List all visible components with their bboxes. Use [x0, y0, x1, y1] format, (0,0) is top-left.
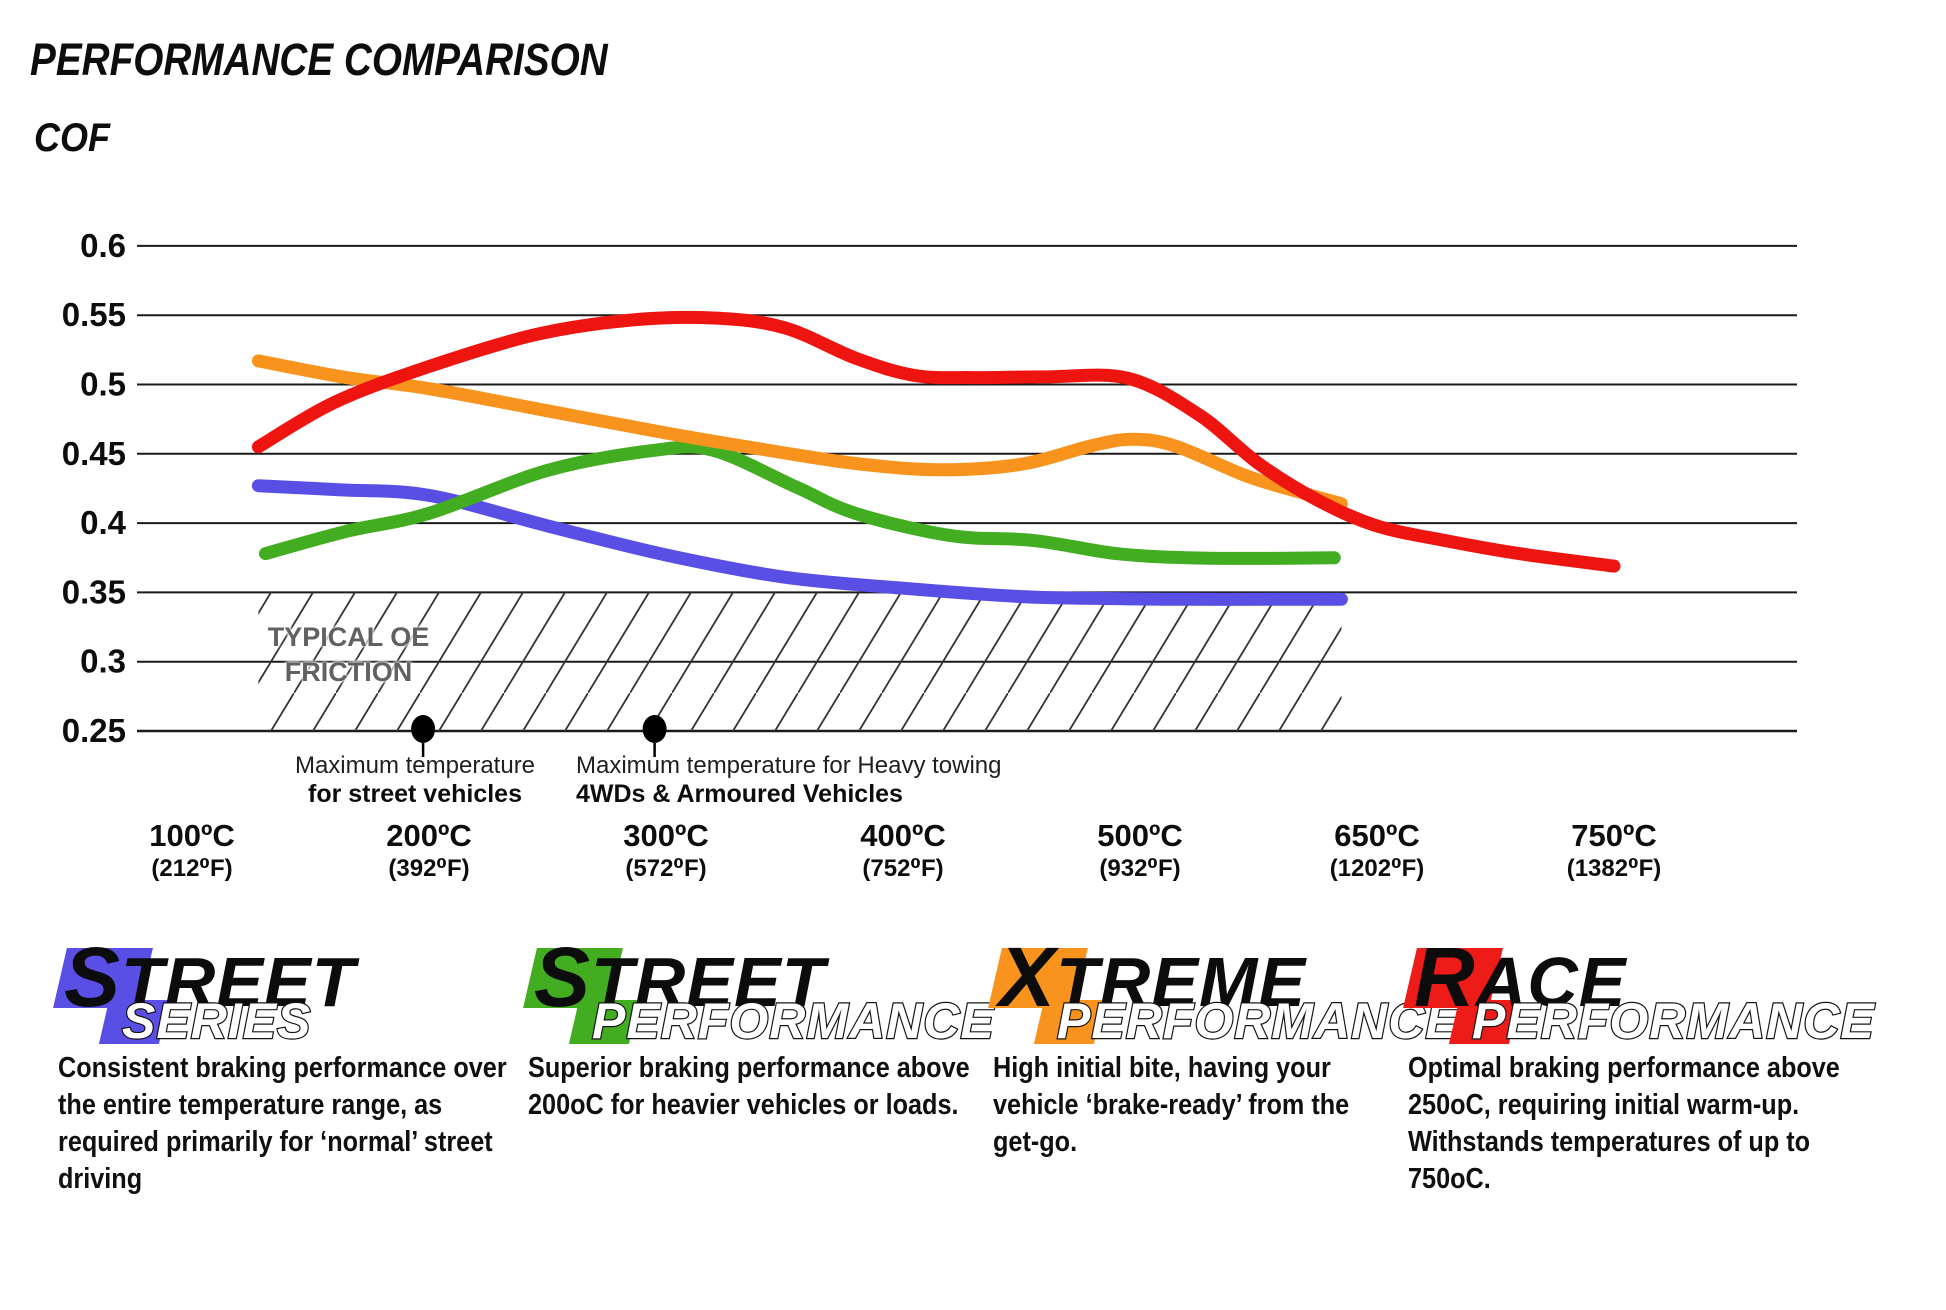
y-tick-0.3: 0.3 — [80, 643, 126, 680]
series-street-series — [251, 479, 1348, 606]
svg-text:PERFORMANCE: PERFORMANCE — [1472, 998, 1875, 1049]
xtreme-performance-wordmark: X TREME — [999, 930, 1307, 1024]
race-performance-logo: R ACE PERFORMANCE — [1403, 930, 1878, 1050]
x-tick-c-3: 400ºC — [860, 818, 945, 853]
y-tick-0.6: 0.6 — [80, 227, 126, 264]
x-tick-c-5: 650ºC — [1334, 818, 1419, 853]
street-series-subtitle: SERIES — [121, 998, 312, 1050]
annotation-towing-line2: 4WDs & Armoured Vehicles — [576, 780, 903, 808]
x-tick-c-6: 750ºC — [1571, 818, 1656, 853]
oe-friction-hatch — [258, 592, 1342, 731]
street-performance-description: Superior braking performance above 200oC… — [528, 1052, 970, 1121]
oe-friction-label-line2: FRICTION — [284, 657, 413, 687]
race-performance-description: Optimal braking performance above 250oC,… — [1408, 1052, 1840, 1195]
annotation-towing-max-temp: Maximum temperature for Heavy towing 4WD… — [576, 751, 1001, 809]
annotation-dot-2 — [642, 715, 667, 743]
street-performance-wordmark: S TREET — [534, 930, 826, 1024]
x-tick-c-0: 100ºC — [149, 818, 234, 853]
xtreme-performance-description: High initial bite, having your vehicle ‘… — [993, 1052, 1350, 1158]
annotation-street-line1: Maximum temperature — [294, 752, 536, 779]
y-tick-0.4: 0.4 — [80, 504, 127, 541]
series-street-performance — [259, 440, 1341, 565]
oe-friction-label-line1: TYPICAL OE — [267, 622, 430, 652]
race-performance-initial: R — [1414, 930, 1476, 1024]
street-performance-initial: S — [534, 930, 592, 1024]
street-series-wordmark: S TREET — [64, 930, 356, 1024]
x-tick-c-4: 500ºC — [1097, 818, 1182, 853]
x-tick-f-2: (572⁰F) — [625, 855, 706, 882]
y-axis-label: COF — [34, 116, 110, 160]
oe-friction-label: TYPICAL OE FRICTION — [256, 620, 441, 690]
street-performance-logo: S TREET PERFORMANCE — [523, 930, 998, 1050]
x-tick-c-1: 200ºC — [386, 818, 471, 853]
page-title: PERFORMANCE COMPARISON — [30, 34, 608, 85]
street-performance-subtitle: PERFORMANCE — [591, 998, 996, 1050]
annotation-street-line2: for street vehicles — [307, 780, 522, 808]
x-tick-f-6: (1382⁰F) — [1567, 855, 1662, 882]
svg-text:SERIES: SERIES — [122, 998, 311, 1049]
x-tick-f-5: (1202⁰F) — [1330, 855, 1425, 882]
race-performance-wordmark: R ACE — [1414, 930, 1627, 1024]
x-tick-f-3: (752⁰F) — [862, 855, 943, 882]
x-tick-f-4: (932⁰F) — [1099, 855, 1180, 882]
y-tick-0.5: 0.5 — [80, 366, 126, 403]
race-performance-rest: ACE — [1475, 943, 1627, 1021]
legend-street-performance: S TREET PERFORMANCE Superior braking perf… — [523, 930, 998, 1124]
street-series-logo: S TREET SERIES — [53, 930, 528, 1050]
legend-race-performance: R ACE PERFORMANCE Optimal braking perform… — [1403, 930, 1878, 1198]
x-tick-c-2: 300ºC — [623, 818, 708, 853]
xtreme-performance-subtitle: PERFORMANCE — [1056, 998, 1461, 1050]
x-tick-f-1: (392⁰F) — [388, 855, 469, 882]
annotation-dot-1 — [411, 715, 436, 743]
x-tick-f-0: (212⁰F) — [151, 855, 232, 882]
series-xtreme-performance — [251, 354, 1348, 511]
street-series-rest: TREET — [121, 943, 356, 1021]
annotation-street-max-temp: Maximum temperature for street vehicles — [295, 751, 535, 809]
xtreme-performance-logo: X TREME PERFORMANCE — [988, 930, 1461, 1050]
race-performance-subtitle: PERFORMANCE — [1471, 998, 1876, 1050]
street-performance-rest: TREET — [591, 943, 826, 1021]
xtreme-performance-initial: X — [999, 930, 1057, 1024]
y-tick-0.25: 0.25 — [62, 712, 126, 749]
street-series-initial: S — [64, 930, 122, 1024]
svg-text:PERFORMANCE: PERFORMANCE — [1057, 998, 1460, 1049]
performance-chart: 0.6 0.55 0.5 0.45 0.4 0.35 0.3 0.25 100ºC 200ºC 30… — [62, 227, 1797, 882]
xtreme-performance-rest: TREME — [1056, 943, 1307, 1021]
legend-xtreme-performance: X TREME PERFORMANCE High initial bite, ha… — [988, 930, 1461, 1161]
street-series-description: Consistent braking performance over the … — [58, 1052, 507, 1195]
series-race-performance — [251, 310, 1621, 573]
y-tick-0.55: 0.55 — [62, 296, 126, 333]
y-tick-0.45: 0.45 — [62, 435, 126, 472]
legend-street-series: S TREET SERIES Consistent braking perform… — [53, 930, 528, 1198]
annotation-towing-line1: Maximum temperature for Heavy towing — [576, 752, 1002, 779]
y-tick-0.35: 0.35 — [62, 573, 126, 610]
svg-text:PERFORMANCE: PERFORMANCE — [592, 998, 995, 1049]
